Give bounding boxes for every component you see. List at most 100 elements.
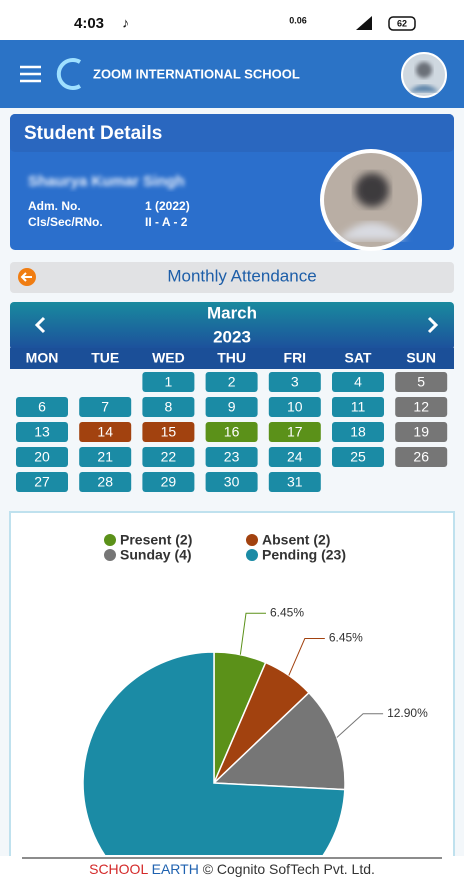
- day-cell: [332, 447, 384, 467]
- day-number: 29: [161, 474, 177, 490]
- day-number: 6: [38, 399, 46, 415]
- day-number: 23: [224, 449, 240, 465]
- attendance-title: Monthly Attendance: [167, 266, 316, 285]
- legend-label: Absent (2): [262, 532, 330, 548]
- day-cell: [332, 397, 384, 417]
- calendar-month: March: [207, 303, 257, 322]
- slice-label: 6.45%: [270, 605, 304, 619]
- class-value: II - A - 2: [145, 215, 188, 229]
- pie-slice: [82, 651, 346, 855]
- day-number: 31: [287, 474, 303, 490]
- pie-slice: [212, 691, 346, 791]
- day-number: 19: [413, 424, 429, 440]
- menu-button[interactable]: [20, 65, 41, 83]
- class-label: Cls/Sec/RNo.: [28, 215, 103, 229]
- day-cell: [205, 472, 258, 492]
- day-number: 25: [350, 449, 366, 465]
- legend-label: Present (2): [120, 532, 192, 548]
- day-number: 22: [161, 449, 177, 465]
- weekday-label: FRI: [284, 350, 307, 366]
- day-number: 4: [354, 374, 362, 390]
- day-number: 17: [287, 424, 303, 440]
- calendar-header: [10, 302, 454, 350]
- day-cell: [395, 372, 448, 392]
- pie-slices: [82, 651, 346, 855]
- day-cell: [79, 447, 132, 467]
- battery-icon: [388, 16, 416, 31]
- day-cell: [79, 472, 132, 492]
- next-month[interactable]: [427, 316, 439, 334]
- day-cell: [205, 422, 258, 442]
- day-cell: [395, 397, 448, 417]
- day-number: 13: [34, 424, 50, 440]
- day-cell: [142, 372, 195, 392]
- day-cell: [16, 447, 68, 467]
- day-number: 26: [413, 449, 429, 465]
- weekday-label: SAT: [345, 350, 372, 366]
- student-name: Shaurya Kumar Singh: [28, 173, 185, 190]
- student-card-header: [10, 114, 454, 152]
- day-number: 7: [101, 399, 109, 415]
- day-cell: [142, 447, 195, 467]
- footer: [0, 856, 464, 880]
- day-cell: [268, 422, 321, 442]
- day-number: 14: [97, 424, 113, 440]
- day-number: 20: [34, 449, 50, 465]
- day-cell: [142, 472, 195, 492]
- weekday-label: MON: [26, 350, 59, 366]
- legend-swatch: [246, 549, 258, 561]
- profile-avatar[interactable]: [401, 52, 447, 98]
- school-name: ZOOM INTERNATIONAL SCHOOL: [93, 66, 300, 81]
- music-icon: ♪: [122, 15, 129, 31]
- day-number: 30: [224, 474, 240, 490]
- legend-swatch: [104, 534, 116, 546]
- footer-rest: © Cognito SofTech Pvt. Ltd.: [203, 861, 375, 877]
- day-cell: [395, 447, 448, 467]
- day-cell: [16, 422, 68, 442]
- pie-chart: Present (2) Absent (2) Sunday (4) Pending (…: [82, 532, 428, 855]
- student-photo: [320, 149, 422, 251]
- day-number: 1: [165, 374, 173, 390]
- day-number: 2: [228, 374, 236, 390]
- legend-swatch: [104, 549, 116, 561]
- day-number: 12: [413, 399, 429, 415]
- day-number: 10: [287, 399, 303, 415]
- day-number: 8: [165, 399, 173, 415]
- legend-label: Sunday (4): [120, 547, 192, 563]
- day-cell: [205, 372, 258, 392]
- day-cell: [205, 447, 258, 467]
- day-cell: [268, 372, 321, 392]
- card-title: Student Details: [24, 123, 162, 144]
- day-number: 9: [228, 399, 236, 415]
- back-button[interactable]: [18, 268, 36, 286]
- adm-value: 1 (2022): [145, 199, 190, 213]
- leader-line: [239, 612, 267, 655]
- day-number: 21: [97, 449, 113, 465]
- battery-level: 62: [397, 18, 407, 28]
- footer-earth: EARTH: [152, 861, 199, 877]
- prev-month[interactable]: [34, 316, 46, 334]
- clock: 4:03: [74, 15, 104, 32]
- leader-line: [336, 713, 384, 738]
- app-header: [0, 40, 464, 108]
- school-logo: [56, 58, 82, 90]
- footer-school: SCHOOL: [89, 861, 148, 877]
- status-bar: [0, 0, 464, 40]
- day-cell: [142, 422, 195, 442]
- weekday-row: [10, 348, 454, 369]
- signal-icon: [356, 16, 372, 30]
- day-cell: [332, 422, 384, 442]
- adm-label: Adm. No.: [28, 199, 81, 213]
- day-number: 16: [224, 424, 240, 440]
- day-cell: [268, 397, 321, 417]
- day-number: 24: [287, 449, 303, 465]
- day-number: 5: [417, 374, 425, 390]
- day-cell: [16, 397, 68, 417]
- weekday-label: WED: [152, 350, 185, 366]
- leader-line: [288, 637, 325, 676]
- day-cell: [395, 422, 448, 442]
- footer-text: SCHOOL EARTH © Cognito SofTech Pvt. Ltd.: [89, 861, 375, 877]
